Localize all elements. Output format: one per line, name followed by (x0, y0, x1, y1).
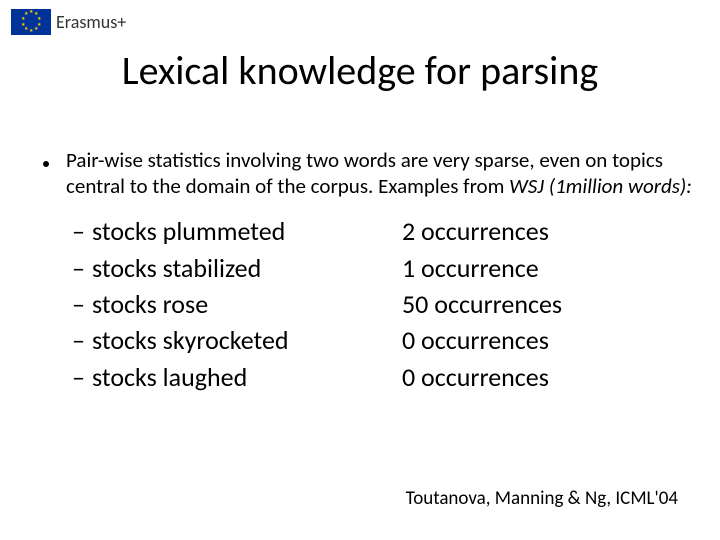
example-row: –stocks stabilized 1 occurrence (72, 250, 694, 286)
example-count: 50 occurrences (402, 286, 694, 322)
eu-stars-icon: ★ ★ ★ ★ ★ ★ ★ ★ ★ ★ (20, 11, 42, 33)
eu-flag-icon: ★ ★ ★ ★ ★ ★ ★ ★ ★ ★ (10, 8, 52, 36)
example-phrase: –stocks laughed (72, 359, 402, 395)
bullet-item: Pair-wise statistics involving two words… (26, 148, 694, 199)
example-row: –stocks plummeted 2 occurrences (72, 213, 694, 249)
bullet-marker-icon (26, 148, 66, 199)
example-count: 0 occurrences (402, 322, 694, 358)
example-phrase: –stocks stabilized (72, 250, 402, 286)
example-row: –stocks laughed 0 occurrences (72, 359, 694, 395)
examples-list: –stocks plummeted 2 occurrences –stocks … (26, 213, 694, 395)
bullet-text: Pair-wise statistics involving two words… (66, 148, 694, 199)
brand-text: Erasmus+ (56, 11, 126, 33)
body-content: Pair-wise statistics involving two words… (26, 148, 694, 395)
slide-title: Lexical knowledge for parsing (0, 46, 720, 95)
citation-text: Toutanova, Manning & Ng, ICML'04 (406, 487, 678, 510)
example-phrase: –stocks skyrocketed (72, 322, 402, 358)
example-phrase: –stocks plummeted (72, 213, 402, 249)
example-count: 0 occurrences (402, 359, 694, 395)
example-row: –stocks rose 50 occurrences (72, 286, 694, 322)
example-phrase: –stocks rose (72, 286, 402, 322)
example-count: 2 occurrences (402, 213, 694, 249)
logo-area: ★ ★ ★ ★ ★ ★ ★ ★ ★ ★ Erasmus+ (10, 8, 126, 36)
example-row: –stocks skyrocketed 0 occurrences (72, 322, 694, 358)
example-count: 1 occurrence (402, 250, 694, 286)
bullet-italic-text: WSJ (1million words): (509, 173, 692, 199)
